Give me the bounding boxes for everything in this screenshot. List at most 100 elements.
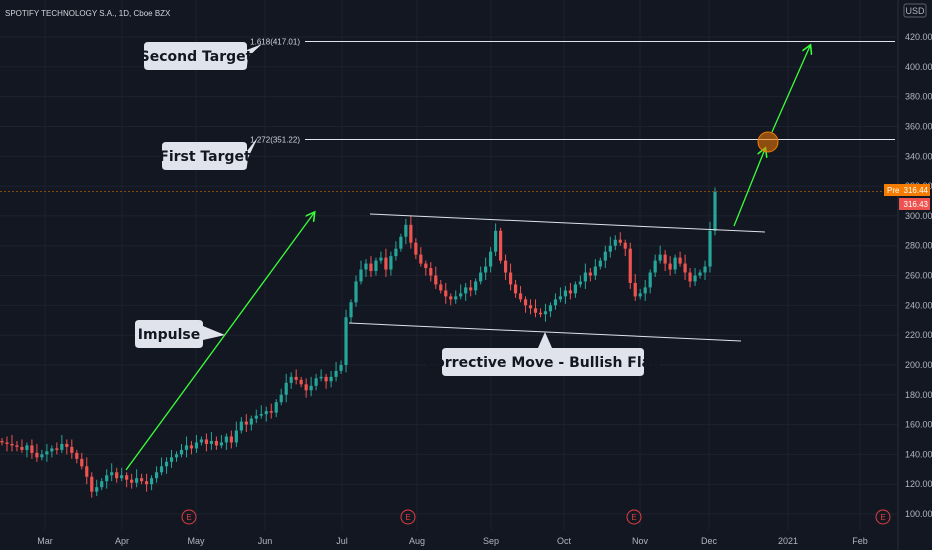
candle xyxy=(70,439,74,459)
candle xyxy=(623,239,627,257)
candle xyxy=(518,285,523,303)
candle-body xyxy=(344,317,348,365)
candle xyxy=(528,299,533,315)
candle-body xyxy=(100,481,104,488)
candle-body xyxy=(593,266,597,276)
candle xyxy=(115,467,119,483)
fib-level-1618-label: 1.618(417.01) xyxy=(250,37,300,46)
candle xyxy=(184,436,189,458)
candle-body xyxy=(354,281,358,303)
candle xyxy=(189,440,194,455)
x-tick-label: Mar xyxy=(37,536,53,546)
candle xyxy=(20,439,24,453)
candle-body xyxy=(389,256,393,270)
candle-body xyxy=(563,290,568,297)
candle-body xyxy=(384,257,388,270)
candle-body xyxy=(503,260,508,273)
candle xyxy=(204,433,209,452)
candle-body xyxy=(528,305,533,309)
earnings-marker[interactable]: E xyxy=(181,509,197,525)
last-price-tag: 316.43 xyxy=(899,198,930,210)
earnings-marker-label: E xyxy=(631,513,636,522)
candle xyxy=(698,269,702,279)
candle-body xyxy=(663,254,667,264)
candle xyxy=(588,268,592,282)
candle xyxy=(484,257,488,280)
candle-body xyxy=(319,376,323,379)
impulse-label: Impulse xyxy=(138,327,200,343)
candle-body xyxy=(154,472,159,479)
impulse-arrow xyxy=(125,213,314,471)
candle-body xyxy=(75,452,79,459)
candle-body xyxy=(533,308,538,313)
candle-body xyxy=(623,242,627,249)
candle xyxy=(294,369,298,385)
candle xyxy=(429,262,433,282)
candle xyxy=(399,233,403,252)
candle xyxy=(523,296,528,313)
candle-body xyxy=(304,384,308,391)
earnings-marker-label: E xyxy=(405,513,410,522)
candle-body xyxy=(578,281,582,285)
candle xyxy=(329,370,333,388)
impulse-callout: Impulse xyxy=(135,320,225,348)
candle-body xyxy=(618,239,622,243)
candle xyxy=(0,437,4,446)
candle xyxy=(5,436,9,452)
candle xyxy=(499,227,503,264)
candle-body xyxy=(294,376,298,380)
candle xyxy=(409,215,413,249)
candle xyxy=(159,457,164,476)
candle xyxy=(563,285,568,304)
candle xyxy=(384,248,388,277)
candle-body xyxy=(174,454,179,458)
candle-body xyxy=(239,421,243,431)
candle xyxy=(354,275,358,307)
candle-body xyxy=(289,376,293,383)
candle-body xyxy=(125,475,129,480)
candle-body xyxy=(523,299,528,306)
earnings-marker[interactable]: E xyxy=(400,509,416,525)
candle xyxy=(154,466,159,483)
candle xyxy=(414,238,418,260)
candle-body xyxy=(90,476,94,492)
candle-body xyxy=(409,224,413,243)
candle xyxy=(110,463,114,482)
candle xyxy=(513,279,518,298)
candle-body xyxy=(608,245,612,252)
candle-body xyxy=(708,230,712,267)
candle xyxy=(284,373,288,403)
earnings-marker[interactable]: E xyxy=(626,509,642,525)
candle-body xyxy=(299,379,303,385)
candle-body xyxy=(598,260,602,267)
x-tick-label: May xyxy=(187,536,205,546)
candle-body xyxy=(658,254,662,261)
candle-body xyxy=(249,418,253,425)
y-tick-label: 220.00 xyxy=(905,330,932,340)
candle xyxy=(55,442,59,455)
candle xyxy=(628,242,632,289)
candle xyxy=(15,440,19,452)
candle-body xyxy=(194,442,199,449)
candle-body xyxy=(419,254,423,264)
candle-body xyxy=(379,257,383,261)
candle xyxy=(319,369,323,382)
candle-body xyxy=(484,266,488,273)
candle-body xyxy=(444,290,448,297)
candle-body xyxy=(513,284,518,294)
candle xyxy=(608,236,612,258)
y-tick-label: 120.00 xyxy=(905,479,932,489)
candle xyxy=(269,403,273,419)
candle-body xyxy=(399,236,403,249)
y-tick-label: 260.00 xyxy=(905,271,932,281)
pre-tag-value: 316.44 xyxy=(904,186,929,195)
candle xyxy=(244,414,248,433)
candle-body xyxy=(464,287,468,294)
earnings-marker[interactable]: E xyxy=(875,509,891,525)
target-arrow-2 xyxy=(771,46,810,133)
candle xyxy=(693,268,697,286)
candle xyxy=(389,251,393,276)
candle-body xyxy=(678,257,682,264)
currency-box[interactable] xyxy=(903,3,927,18)
